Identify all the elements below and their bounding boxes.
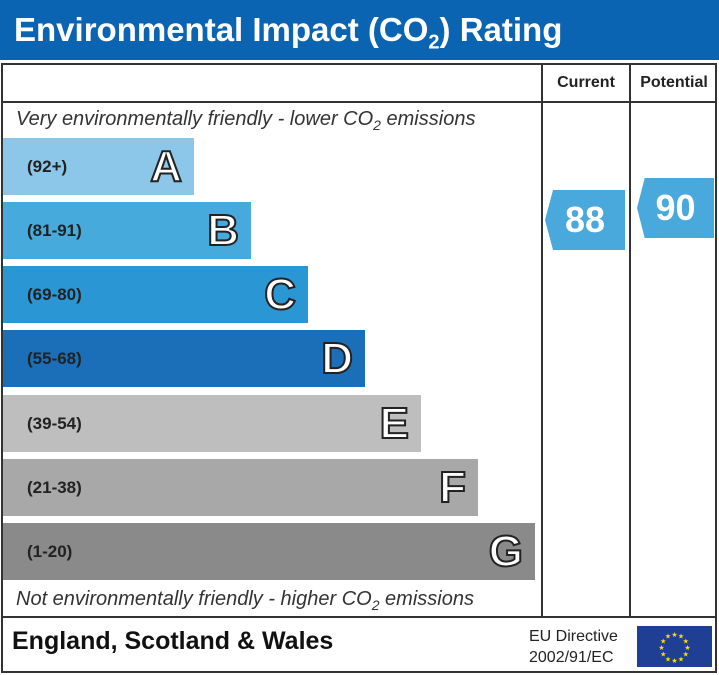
divider (1, 101, 717, 103)
note-text: Very environmentally friendly - lower CO (16, 108, 374, 130)
bottom-note: Not environmentally friendly - higher CO… (16, 588, 474, 613)
band-range: (55-68) (27, 349, 82, 368)
band-letter: E (379, 398, 410, 449)
current-header: Current (557, 74, 615, 91)
band-d: (55-68) D (3, 330, 365, 387)
note-text: Not environmentally friendly - higher CO (16, 588, 372, 610)
star-icon: ★ (678, 655, 684, 663)
divider (629, 63, 631, 618)
band-letter: C (263, 269, 297, 320)
band-b: (81-91) B (3, 202, 251, 259)
band-range: (1-20) (27, 542, 73, 561)
band-e: (39-54) E (3, 395, 421, 452)
band-range: (69-80) (27, 285, 82, 304)
band-letter: F (438, 462, 467, 513)
title-text: Environmental Impact (CO (14, 11, 429, 48)
band-range: (39-54) (27, 414, 82, 433)
directive-line2: 2002/91/EC (529, 649, 614, 666)
note-text: emissions (380, 108, 476, 130)
current-rating-arrow: 88 (545, 190, 625, 250)
directive-line1: EU Directive (529, 628, 618, 645)
star-icon: ★ (658, 644, 664, 652)
note-sub: 2 (371, 597, 380, 613)
band-c: (69-80) C (3, 266, 308, 323)
potential-rating-arrow: 90 (637, 178, 714, 238)
star-icon: ★ (660, 651, 666, 659)
band-range: (21-38) (27, 478, 82, 497)
band-letter: B (206, 205, 240, 256)
region-label: England, Scotland & Wales (12, 627, 334, 655)
star-icon: ★ (671, 657, 677, 665)
star-icon: ★ (684, 644, 690, 652)
title-end: ) Rating (439, 11, 563, 48)
star-icon: ★ (671, 631, 677, 639)
star-icon: ★ (678, 633, 684, 641)
divider (541, 63, 543, 618)
potential-header: Potential (640, 74, 708, 91)
star-icon: ★ (665, 633, 671, 641)
note-text: emissions (379, 588, 474, 610)
eu-directive: EU Directive 2002/91/EC (529, 626, 618, 668)
star-icon: ★ (683, 638, 689, 646)
chart-frame (1, 63, 717, 673)
band-letter: G (488, 526, 524, 577)
band-range: (92+) (27, 157, 68, 176)
band-a: (92+) A (3, 138, 194, 195)
page-title: Environmental Impact (CO2) Rating (0, 0, 719, 60)
band-letter: D (320, 333, 354, 384)
title-sub: 2 (428, 31, 440, 54)
band-g: (1-20) G (3, 523, 535, 580)
star-icon: ★ (683, 651, 689, 659)
eu-flag-icon: ★ ★ ★ ★ ★ ★ ★ ★ ★ ★ ★ ★ (637, 626, 712, 667)
star-icon: ★ (660, 638, 666, 646)
band-range: (81-91) (27, 221, 82, 240)
star-icon: ★ (665, 655, 671, 663)
note-sub: 2 (373, 117, 381, 133)
band-f: (21-38) F (3, 459, 478, 516)
band-letter: A (149, 141, 183, 192)
divider (1, 616, 717, 618)
top-note: Very environmentally friendly - lower CO… (16, 108, 475, 133)
